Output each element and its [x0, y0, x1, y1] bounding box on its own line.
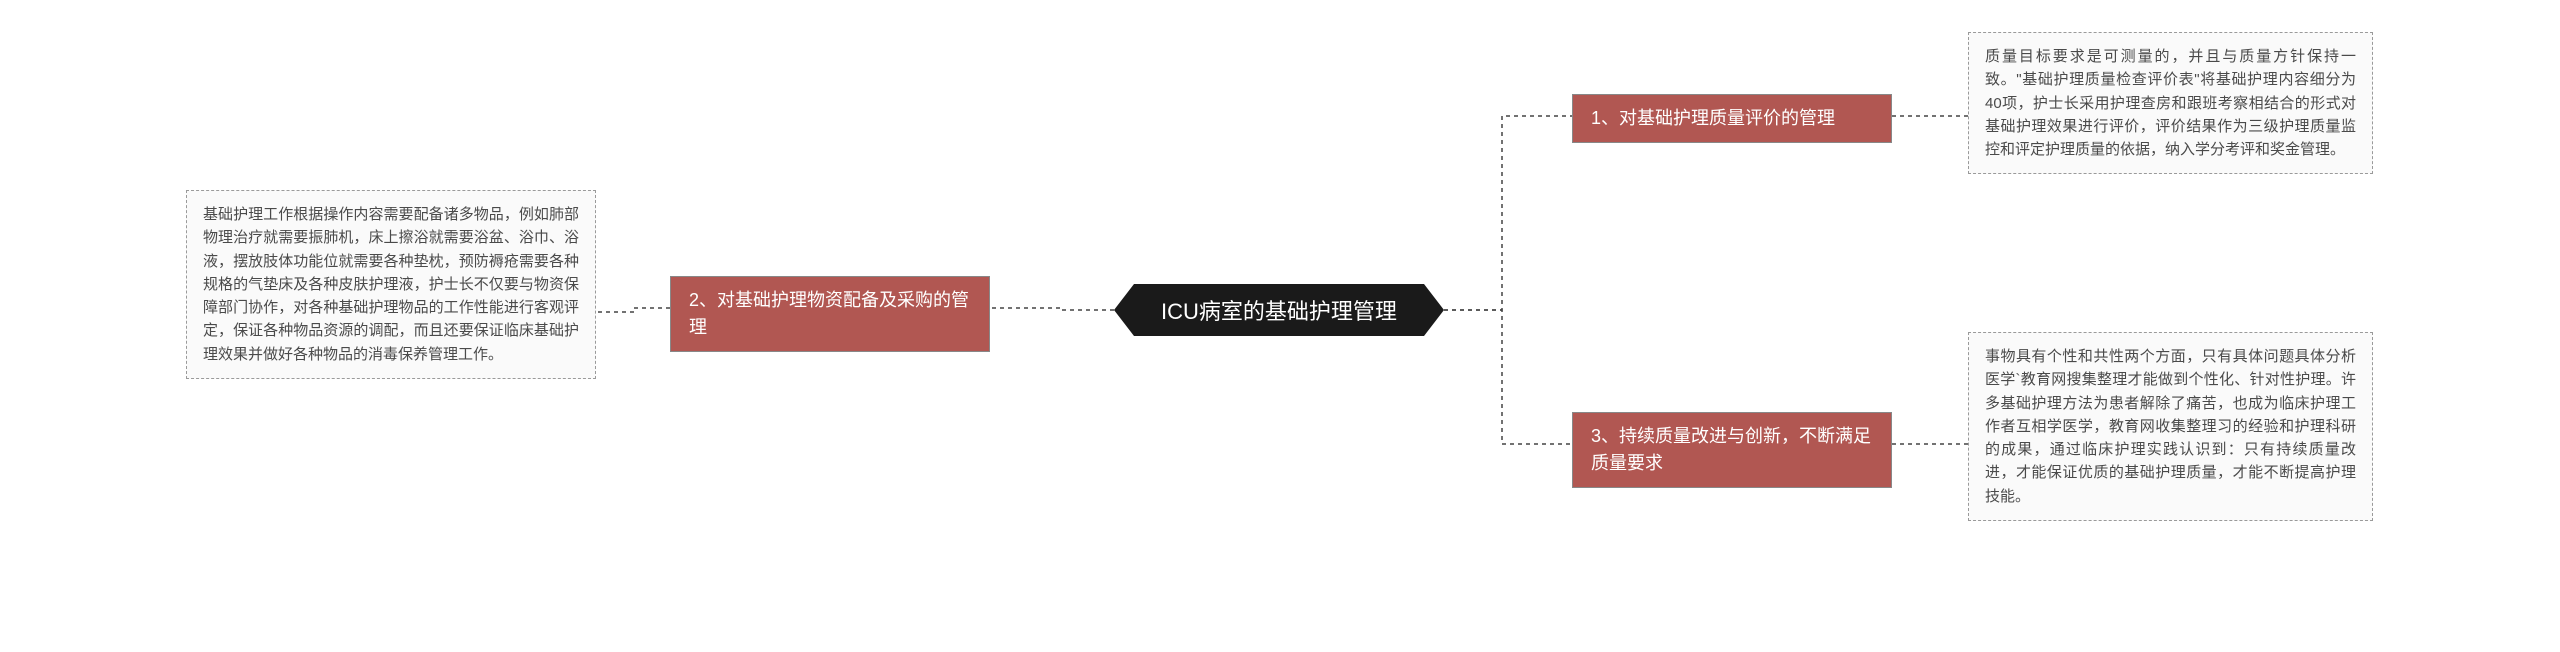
- leaf-node-1: 质量目标要求是可测量的，并且与质量方针保持一致。"基础护理质量检查评价表"将基础…: [1968, 32, 2373, 174]
- leaf-node-2: 基础护理工作根据操作内容需要配备诸多物品，例如肺部物理治疗就需要振肺机，床上擦浴…: [186, 190, 596, 379]
- branch-node-3: 3、持续质量改进与创新，不断满足质量要求: [1572, 412, 1892, 488]
- mindmap-root: ICU病室的基础护理管理: [1114, 284, 1444, 336]
- branch-node-2: 2、对基础护理物资配备及采购的管理: [670, 276, 990, 352]
- branch-node-1: 1、对基础护理质量评价的管理: [1572, 94, 1892, 143]
- leaf-node-3: 事物具有个性和共性两个方面，只有具体问题具体分析医学`教育网搜集整理才能做到个性…: [1968, 332, 2373, 521]
